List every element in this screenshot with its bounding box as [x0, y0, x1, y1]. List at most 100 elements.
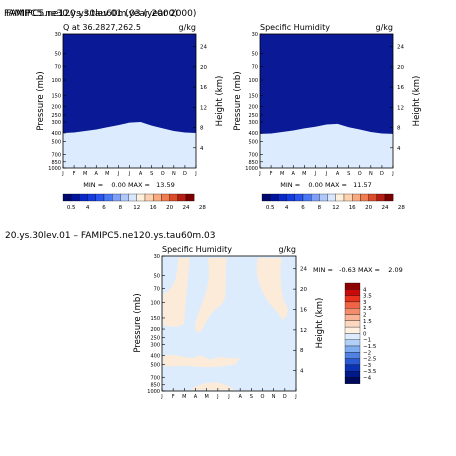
colorbar-swatch — [344, 320, 361, 328]
colorbar-label: 24 — [183, 205, 190, 211]
month-tick-label: D — [380, 171, 384, 177]
pressure-tick-label: 100 — [248, 78, 258, 84]
pressure-tick-label: 100 — [51, 78, 61, 84]
month-tick-label: J — [294, 394, 296, 400]
colorbar-label: 8 — [318, 205, 322, 211]
month-tick-label: J — [160, 394, 162, 400]
colorbar-label: 0 — [363, 331, 367, 337]
month-tick-label: O — [261, 394, 265, 400]
colorbar-swatch — [177, 193, 187, 202]
colorbar-swatch — [352, 193, 361, 202]
colorbar-swatch — [144, 193, 154, 202]
pressure-tick-label: 30 — [55, 32, 61, 38]
height-tick-label: 24 — [300, 267, 307, 273]
month-tick-label: A — [194, 394, 198, 400]
colorbar-swatch — [327, 193, 336, 202]
panel2-minmax: MIN = 0.00 MAX = 11.57 — [280, 181, 372, 189]
positive-region-right — [256, 258, 288, 320]
panel2-pressure-label: Pressure (mb) — [233, 71, 243, 130]
pressure-tick-label: 30 — [252, 32, 258, 38]
pressure-tick-label: 700 — [150, 375, 160, 381]
colorbar-label: 6 — [301, 205, 305, 211]
month-tick-label: M — [105, 171, 109, 177]
month-tick-label: J — [128, 171, 130, 177]
colorbar-swatch — [261, 193, 271, 202]
month-tick-label: J — [258, 171, 260, 177]
pressure-tick-label: 30 — [154, 254, 160, 260]
pressure-tick-label: 300 — [248, 120, 258, 126]
month-tick-label: F — [270, 171, 273, 177]
pressure-tick-label: 150 — [150, 316, 160, 322]
pressure-tick-label: 500 — [248, 140, 258, 146]
humidity-band — [63, 122, 196, 168]
height-tick-label: 8 — [200, 126, 204, 132]
month-tick-label: S — [150, 171, 153, 177]
positive-region-lower — [163, 354, 240, 368]
month-tick-label: S — [347, 171, 350, 177]
month-tick-label: A — [95, 171, 99, 177]
colorbar-label: 8 — [119, 205, 123, 211]
panel1-pressure-label: Pressure (mb) — [36, 71, 46, 130]
colorbar-swatch — [128, 193, 137, 202]
colorbar-label: −1 — [363, 338, 371, 344]
height-tick-label: 24 — [397, 45, 404, 51]
colorbar-label: −3.5 — [363, 369, 377, 375]
pressure-tick-label: 50 — [154, 274, 160, 280]
month-tick-label: O — [358, 171, 362, 177]
pressure-tick-label: 400 — [150, 354, 160, 360]
colorbar-swatch — [319, 193, 328, 202]
colorbar-swatch — [311, 193, 320, 202]
positive-region-left — [163, 258, 190, 327]
panel2-units: g/kg — [376, 23, 393, 32]
colorbar-label: 0.5 — [266, 205, 275, 211]
height-tick-label: 16 — [300, 307, 307, 313]
pressure-tick-label: 50 — [252, 52, 258, 58]
colorbar-swatch — [344, 377, 361, 384]
colorbar-swatch — [185, 193, 195, 202]
pressure-tick-label: 850 — [248, 160, 258, 166]
panel3-minmax: MIN = -0.63 MAX = 2.09 — [313, 266, 403, 274]
colorbar-swatch — [344, 308, 361, 315]
colorbar-top-right: 0.5 4 6 8 12 16 20 24 28 — [261, 193, 405, 211]
colorbar-swatch — [169, 193, 178, 202]
colorbar-label: 4 — [285, 205, 289, 211]
panel2-title: Specific Humidity — [260, 23, 330, 32]
colorbar-swatch — [368, 193, 377, 202]
colorbar-swatch — [270, 193, 279, 202]
panel3-height-ticks: 24 20 16 12 8 4 — [293, 267, 307, 375]
colorbar-swatch — [278, 193, 287, 202]
pressure-tick-label: 1000 — [147, 389, 160, 395]
month-tick-label: A — [292, 171, 296, 177]
month-tick-label: N — [172, 171, 176, 177]
colorbar-label: 0.5 — [67, 205, 76, 211]
month-tick-label: A — [139, 171, 143, 177]
colorbar-label: 3 — [363, 300, 367, 306]
pressure-tick-label: 70 — [55, 64, 61, 70]
colorbar-swatch — [384, 193, 394, 202]
pressure-tick-label: 500 — [51, 140, 61, 146]
pressure-tick-label: 70 — [154, 287, 160, 293]
colorbar-label: 6 — [102, 205, 106, 211]
month-tick-label: J — [325, 171, 327, 177]
panel1-units: g/kg — [179, 23, 196, 32]
colorbar-swatch — [62, 193, 72, 202]
month-tick-label: J — [216, 394, 218, 400]
height-tick-label: 16 — [200, 85, 207, 91]
height-tick-label: 12 — [300, 328, 307, 334]
panel2-height-label: Height (km) — [412, 76, 422, 127]
pressure-tick-label: 850 — [150, 383, 160, 389]
panel3-title: Specific Humidity — [162, 245, 232, 254]
panel3-height-label: Height (km) — [315, 298, 325, 349]
colorbar-swatch — [112, 193, 121, 202]
colorbar-label: 4 — [363, 287, 367, 293]
colorbar-label: 4 — [86, 205, 90, 211]
month-tick-label: D — [183, 171, 187, 177]
colorbar-label: 3.5 — [363, 294, 372, 300]
colorbar-label: −4 — [363, 376, 372, 382]
pressure-tick-label: 400 — [248, 131, 258, 137]
month-tick-label: J — [194, 171, 196, 177]
colorbar-label: 12 — [133, 205, 140, 211]
pressure-tick-label: 1000 — [48, 166, 61, 172]
